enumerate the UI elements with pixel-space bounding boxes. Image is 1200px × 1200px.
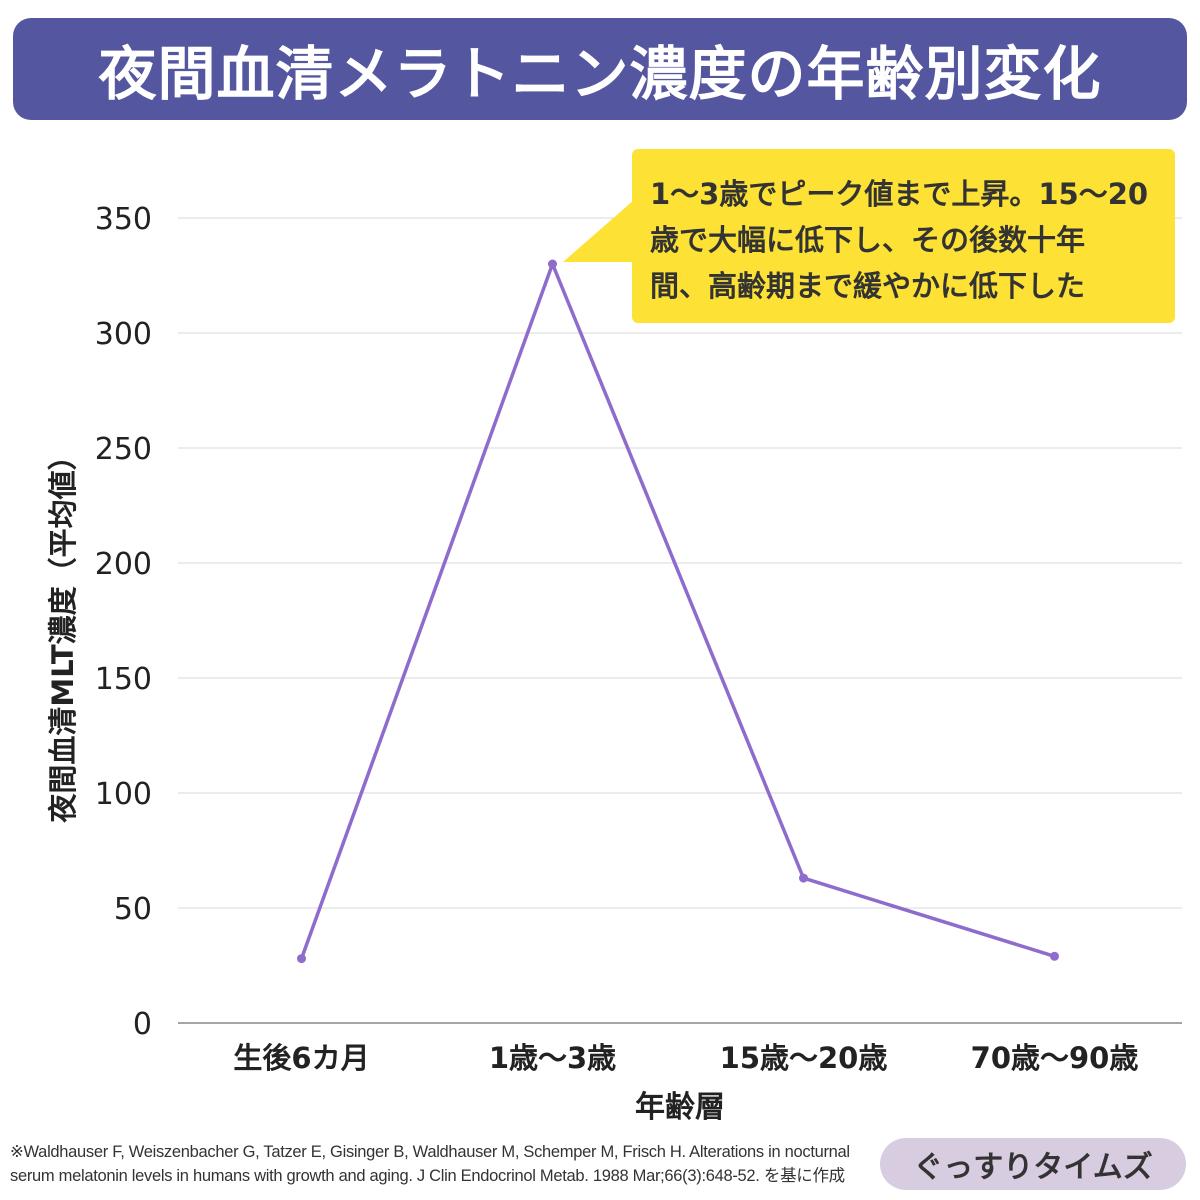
y-tick-label: 350 (95, 202, 152, 237)
x-axis-title: 年齢層 (635, 1090, 725, 1125)
brand-logo: ぐっすりタイムズ (880, 1138, 1186, 1190)
y-tick-label: 300 (95, 317, 152, 352)
title-banner: 夜間血清メラトニン濃度の年齢別変化 (13, 18, 1187, 120)
y-tick-label: 50 (114, 892, 152, 927)
x-tick-label: 15歳〜20歳 (720, 1041, 888, 1075)
y-tick-label: 200 (95, 547, 152, 582)
data-point (1050, 951, 1059, 961)
footnote-line: serum melatonin levels in humans with gr… (10, 1167, 845, 1185)
footnote-line: ※Waldhauser F, Weiszenbacher G, Tatzer E… (10, 1143, 850, 1161)
callout-pointer (563, 200, 634, 262)
citation-footnote: ※Waldhauser F, Weiszenbacher G, Tatzer E… (10, 1140, 880, 1188)
annotation-line: 間、高齢期まで緩やかに低下した (650, 269, 1086, 303)
page-title: 夜間血清メラトニン濃度の年齢別変化 (98, 40, 1102, 108)
data-point (799, 873, 808, 883)
y-tick-label: 150 (95, 662, 152, 697)
x-tick-label: 1歳〜3歳 (489, 1041, 616, 1075)
y-axis-title: 夜間血清MLT濃度（平均値） (46, 441, 80, 823)
y-tick-label: 250 (95, 432, 152, 467)
series-line (299, 262, 1056, 960)
x-tick-label: 生後6カ月 (233, 1041, 369, 1075)
y-tick-label: 0 (133, 1007, 152, 1042)
annotation-line: 1〜3歳でピーク値まで上昇。15〜20 (650, 177, 1149, 211)
x-tick-label: 70歳〜90歳 (971, 1041, 1139, 1075)
annotation-callout: 1〜3歳でピーク値まで上昇。15〜20 歳で大幅に低下し、その後数十年 間、高齢… (632, 149, 1175, 323)
data-point (548, 259, 557, 269)
data-point (297, 954, 306, 964)
y-tick-label: 100 (95, 777, 152, 812)
annotation-line: 歳で大幅に低下し、その後数十年 (650, 223, 1086, 257)
